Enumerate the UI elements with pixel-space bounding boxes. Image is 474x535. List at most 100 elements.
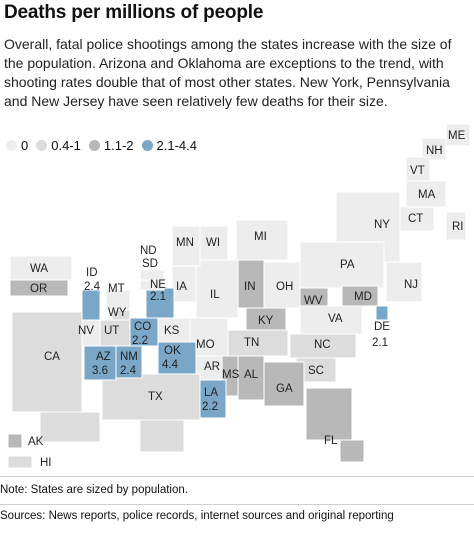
state-GA [263, 361, 305, 407]
state-RI [445, 211, 467, 241]
state-NH [421, 137, 447, 161]
state-CT [399, 206, 435, 232]
label-TX: TX [148, 391, 163, 403]
label-MA: MA [418, 189, 436, 201]
state-ND [139, 269, 165, 281]
value-ID: 2.4 [84, 281, 101, 293]
label-NC: NC [314, 339, 331, 351]
label-GA: GA [276, 383, 293, 395]
state-NC [289, 333, 357, 359]
state-WA [9, 255, 73, 281]
label-NE: NE [150, 279, 166, 291]
legend-item-1: 0.4-1 [36, 138, 81, 153]
label-MO: MO [196, 339, 215, 351]
state-ME [445, 123, 471, 147]
label-AL: AL [244, 369, 259, 381]
state-TX [101, 373, 201, 421]
label-CA: CA [44, 351, 60, 363]
label-KS: KS [164, 325, 180, 337]
label-WY: WY [108, 307, 127, 319]
legend-item-3: 2.1-4.4 [141, 138, 197, 153]
divider [0, 504, 474, 505]
label-AZ: AZ [96, 351, 111, 363]
label-OR: OR [30, 283, 47, 295]
label-IA: IA [176, 281, 187, 293]
state-VT [405, 156, 431, 182]
label-HI: HI [40, 457, 52, 469]
label-MI: MI [254, 231, 267, 243]
state-ID [81, 289, 101, 321]
label-SD: SD [142, 258, 158, 270]
state-TX-south [139, 419, 185, 453]
state-CO [129, 317, 159, 347]
legend-swatch [6, 140, 17, 151]
state-CA [11, 311, 83, 413]
label-FL: FL [324, 435, 338, 447]
state-DE [375, 305, 389, 321]
legend-item-0: 0 [6, 138, 28, 153]
state-FL [305, 387, 353, 441]
label-RI: RI [452, 221, 464, 233]
value-NM: 2.4 [120, 365, 137, 377]
legend-label: 1.1-2 [103, 138, 134, 153]
label-NH: NH [426, 145, 443, 157]
state-PA [299, 241, 385, 289]
label-LA: LA [204, 387, 218, 399]
label-IL: IL [210, 289, 220, 301]
label-KY: KY [258, 315, 274, 327]
label-NJ: NJ [404, 279, 418, 291]
value-OK: 4.4 [162, 359, 179, 371]
legend-label: 0.4-1 [51, 138, 81, 153]
state-FL-tail [339, 439, 365, 463]
label-AK: AK [28, 436, 44, 448]
label-ME: ME [448, 130, 466, 142]
label-AR: AR [204, 361, 220, 373]
state-CA-south [39, 411, 101, 443]
label-MT: MT [108, 283, 125, 295]
label-NV: NV [78, 325, 94, 337]
state-OK [157, 341, 197, 375]
value-CO: 2.2 [132, 335, 148, 347]
label-ID: ID [86, 267, 98, 279]
state-OH [263, 261, 301, 309]
legend-swatch [36, 140, 48, 151]
label-CT: CT [408, 213, 423, 225]
state-HI [7, 455, 33, 469]
label-MD: MD [354, 291, 372, 303]
label-IN: IN [244, 281, 256, 293]
state-IL [195, 259, 239, 319]
state-MI [235, 219, 289, 261]
label-NM: NM [120, 351, 138, 363]
legend-swatch [141, 140, 153, 151]
legend-label: 2.1-4.4 [156, 138, 197, 153]
label-DE: DE [374, 321, 390, 333]
label-VA: VA [328, 313, 343, 325]
label-SC: SC [308, 365, 324, 377]
sources: Sources: News reports, police records, i… [0, 510, 394, 522]
legend-item-2: 1.1-2 [88, 138, 134, 153]
state-WI [197, 225, 229, 261]
description: Overall, fatal police shootings among th… [4, 36, 452, 109]
cartogram-map: ME NH VT MA CT RI NY PA NJ MD DE 2.1 WV … [7, 123, 471, 469]
state-IA [171, 265, 197, 303]
value-NE: 2.1 [150, 291, 166, 303]
divider [0, 476, 474, 477]
label-VT: VT [410, 165, 425, 177]
legend-swatch [88, 140, 100, 151]
label-WI: WI [206, 237, 220, 249]
state-NJ [385, 261, 423, 303]
label-ND: ND [140, 245, 157, 257]
state-MN [171, 225, 201, 267]
label-TN: TN [244, 337, 259, 349]
state-NE [145, 287, 175, 319]
label-MN: MN [176, 237, 194, 249]
value-AZ: 3.6 [92, 365, 108, 377]
legend-label: 0 [21, 138, 29, 153]
value-LA: 2.2 [202, 401, 218, 413]
label-UT: UT [104, 325, 119, 337]
value-DE: 2.1 [372, 337, 388, 349]
label-OH: OH [276, 281, 293, 293]
state-AK [7, 433, 23, 449]
label-PA: PA [340, 259, 355, 271]
label-WA: WA [30, 263, 48, 275]
